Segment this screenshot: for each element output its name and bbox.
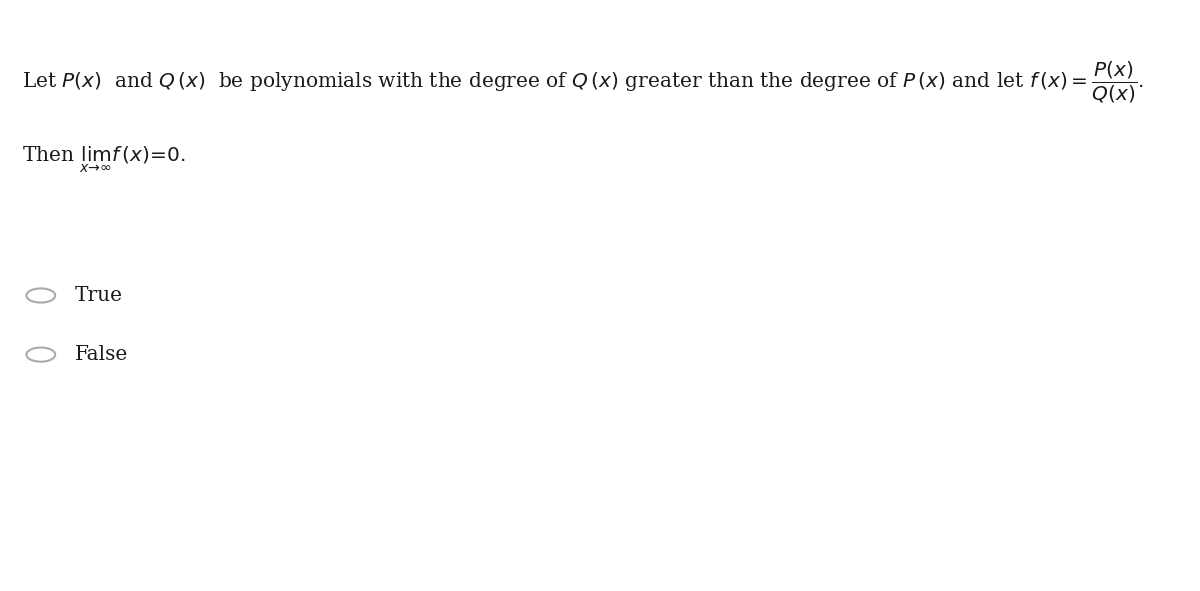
Text: True: True	[74, 286, 122, 305]
Text: Let $P(x)$  and $Q\,(x)$  be polynomials with the degree of $Q\,(x)$ greater tha: Let $P(x)$ and $Q\,(x)$ be polynomials w…	[22, 60, 1144, 105]
Text: Then $\lim_{x \to \infty} f\,(x) = 0.$: Then $\lim_{x \to \infty} f\,(x) = 0.$	[22, 144, 185, 175]
Text: False: False	[74, 345, 127, 364]
